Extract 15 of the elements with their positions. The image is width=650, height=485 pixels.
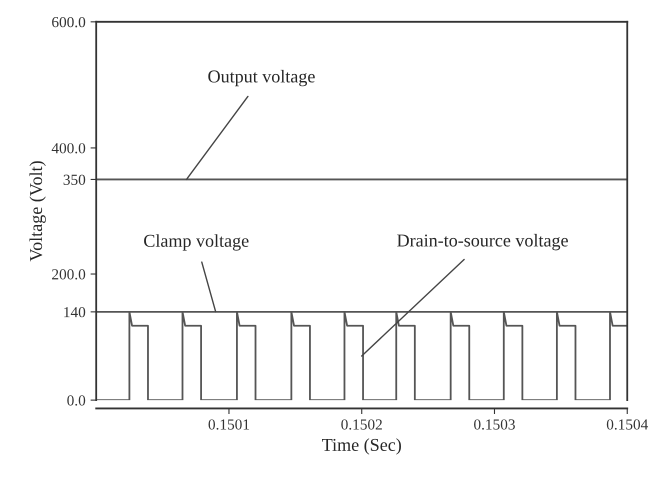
y-tick-label: 200.0 (52, 269, 86, 280)
x-tick-label: 0.1501 (208, 419, 250, 430)
y-tick-label: 400.0 (52, 143, 86, 154)
x-tick-label: 0.1503 (474, 419, 515, 430)
y-tick-label: 0.0 (67, 395, 86, 406)
y-tick-label: 350 (64, 174, 86, 185)
annotation: Clamp voltage (144, 234, 249, 251)
annotation: Drain-to-source voltage (397, 234, 568, 250)
y-tick-label: 140 (64, 306, 86, 318)
x-tick-label: 0.1504 (606, 419, 648, 430)
x-tick-label: 0.1502 (341, 419, 382, 430)
x-axis-title: Time (Sec) (322, 438, 401, 455)
y-tick-label: 600.0 (52, 16, 86, 28)
y-axis-title: Voltage (Volt) (29, 161, 46, 262)
annotation: Output voltage (208, 70, 315, 86)
